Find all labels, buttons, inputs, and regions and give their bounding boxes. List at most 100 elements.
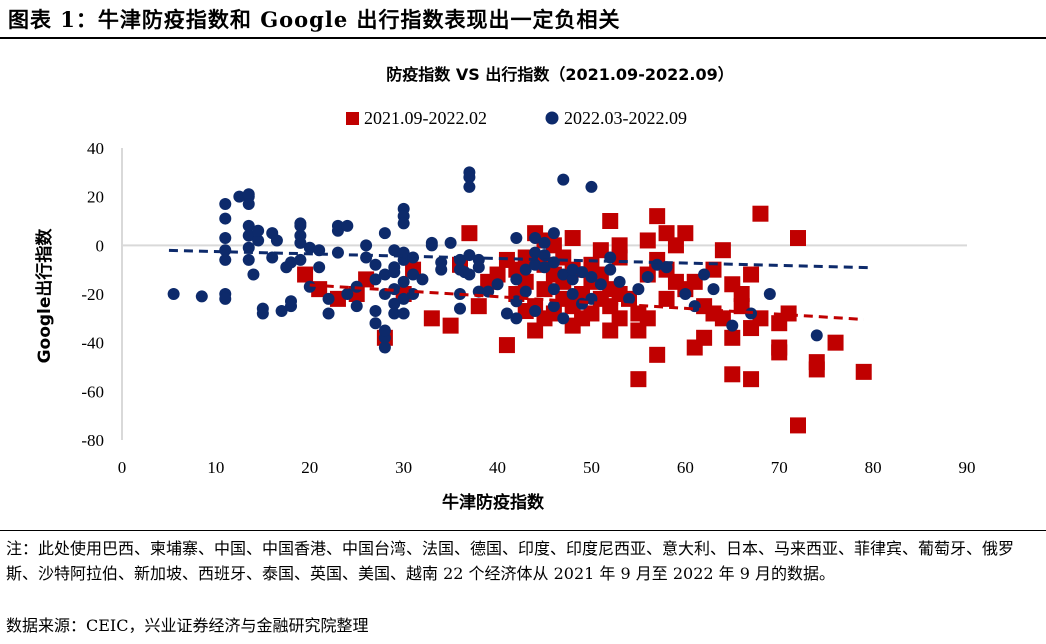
- series-2021-09-2022-02: [297, 205, 872, 434]
- data-point-red: [508, 261, 525, 278]
- data-point-navy: [726, 319, 739, 332]
- data-point-navy: [407, 268, 420, 281]
- trendline-series-1: [309, 283, 864, 321]
- data-point-navy: [388, 283, 401, 296]
- data-point-navy: [510, 232, 523, 245]
- source-note: 数据来源：CEIC，兴业证券经济与金融研究院整理: [6, 616, 369, 635]
- x-axis-label: 牛津防疫指数: [442, 492, 545, 513]
- legend: 2021.09-2022.02 2022.03-2022.09: [346, 108, 687, 128]
- data-point-navy: [360, 239, 373, 252]
- legend-marker-series-2: [545, 111, 559, 125]
- data-point-red: [639, 232, 656, 249]
- data-point-navy: [322, 307, 335, 320]
- data-point-navy: [242, 197, 255, 210]
- data-point-red: [743, 266, 760, 283]
- data-point-navy: [242, 241, 255, 254]
- data-point-red: [743, 371, 760, 388]
- y-tick-label: -80: [81, 431, 104, 450]
- data-point-red: [442, 317, 459, 334]
- data-point-navy: [397, 217, 410, 230]
- footnote: 注：此处使用巴西、柬埔寨、中国、中国香港、中国台湾、法国、德国、印度、印度尼西亚…: [6, 539, 1015, 583]
- data-point-red: [677, 225, 694, 242]
- data-point-navy: [407, 288, 420, 300]
- data-point-red: [423, 310, 440, 327]
- x-tick-label: 0: [118, 458, 127, 477]
- data-point-red: [489, 266, 506, 283]
- data-point-red: [639, 310, 656, 327]
- data-point-navy: [594, 278, 607, 291]
- data-point-navy: [529, 232, 542, 245]
- data-point-red: [733, 286, 750, 302]
- data-point-navy: [444, 236, 457, 249]
- data-point-navy: [378, 268, 391, 281]
- data-point-red: [602, 322, 619, 339]
- data-point-red: [611, 310, 628, 327]
- data-point-navy: [219, 253, 232, 266]
- data-point-navy: [341, 288, 354, 300]
- data-point-navy: [547, 300, 560, 313]
- x-tick-label: 90: [959, 458, 976, 477]
- data-point-navy: [416, 273, 429, 286]
- data-point-navy: [463, 268, 476, 281]
- trendline-series-2: [168, 248, 874, 270]
- data-point-red: [724, 366, 741, 383]
- data-point-navy: [810, 329, 823, 342]
- data-point-navy: [566, 273, 579, 286]
- data-point-navy: [378, 341, 391, 354]
- data-point-navy: [233, 190, 246, 203]
- data-point-navy: [266, 251, 279, 264]
- data-point-navy: [566, 288, 579, 300]
- data-point-navy: [547, 256, 560, 269]
- data-point-red: [855, 363, 872, 380]
- data-point-navy: [397, 307, 410, 320]
- data-point-navy: [350, 300, 363, 313]
- legend-label-series-2: 2022.03-2022.09: [564, 108, 687, 128]
- data-point-navy: [275, 305, 288, 318]
- data-point-navy: [585, 270, 598, 283]
- data-point-navy: [557, 312, 570, 325]
- data-point-red: [527, 322, 544, 339]
- data-point-red: [583, 305, 600, 322]
- data-point-navy: [500, 307, 513, 320]
- data-point-red: [602, 298, 619, 315]
- top-rule: [0, 37, 1046, 39]
- data-point-red: [611, 237, 628, 254]
- data-point-navy: [576, 266, 589, 279]
- data-point-navy: [538, 249, 551, 262]
- data-point-navy: [425, 236, 438, 249]
- data-point-navy: [519, 263, 532, 276]
- data-point-red: [470, 298, 487, 315]
- data-point-navy: [519, 285, 532, 298]
- data-point-red: [686, 273, 703, 290]
- data-point-navy: [219, 212, 232, 225]
- x-tick-label: 70: [771, 458, 788, 477]
- series-2022-03-2022-09: [167, 166, 823, 354]
- data-point-navy: [256, 307, 269, 320]
- data-point-navy: [322, 292, 335, 305]
- data-point-navy: [247, 268, 260, 281]
- data-point-navy: [167, 288, 180, 300]
- data-point-navy: [341, 219, 354, 232]
- data-point-red: [714, 310, 731, 327]
- data-point-navy: [285, 256, 297, 269]
- y-tick-label: 0: [96, 236, 105, 255]
- data-point-navy: [397, 275, 410, 288]
- data-point-navy: [707, 283, 720, 296]
- data-point-navy: [604, 263, 617, 276]
- data-point-navy: [510, 273, 523, 286]
- data-point-navy: [538, 236, 551, 249]
- data-point-navy: [763, 288, 776, 300]
- data-point-navy: [557, 173, 570, 186]
- data-point-navy: [613, 275, 626, 288]
- x-tick-label: 10: [207, 458, 224, 477]
- data-point-navy: [294, 253, 307, 266]
- data-point-navy: [529, 246, 542, 259]
- data-point-navy: [435, 263, 448, 276]
- data-point-navy: [529, 258, 542, 271]
- data-point-navy: [547, 283, 560, 296]
- data-point-navy: [463, 171, 476, 184]
- data-point-navy: [242, 188, 255, 201]
- y-tick-label: 40: [87, 139, 104, 158]
- trendlines: [168, 248, 874, 321]
- bottom-rule: [0, 530, 1046, 531]
